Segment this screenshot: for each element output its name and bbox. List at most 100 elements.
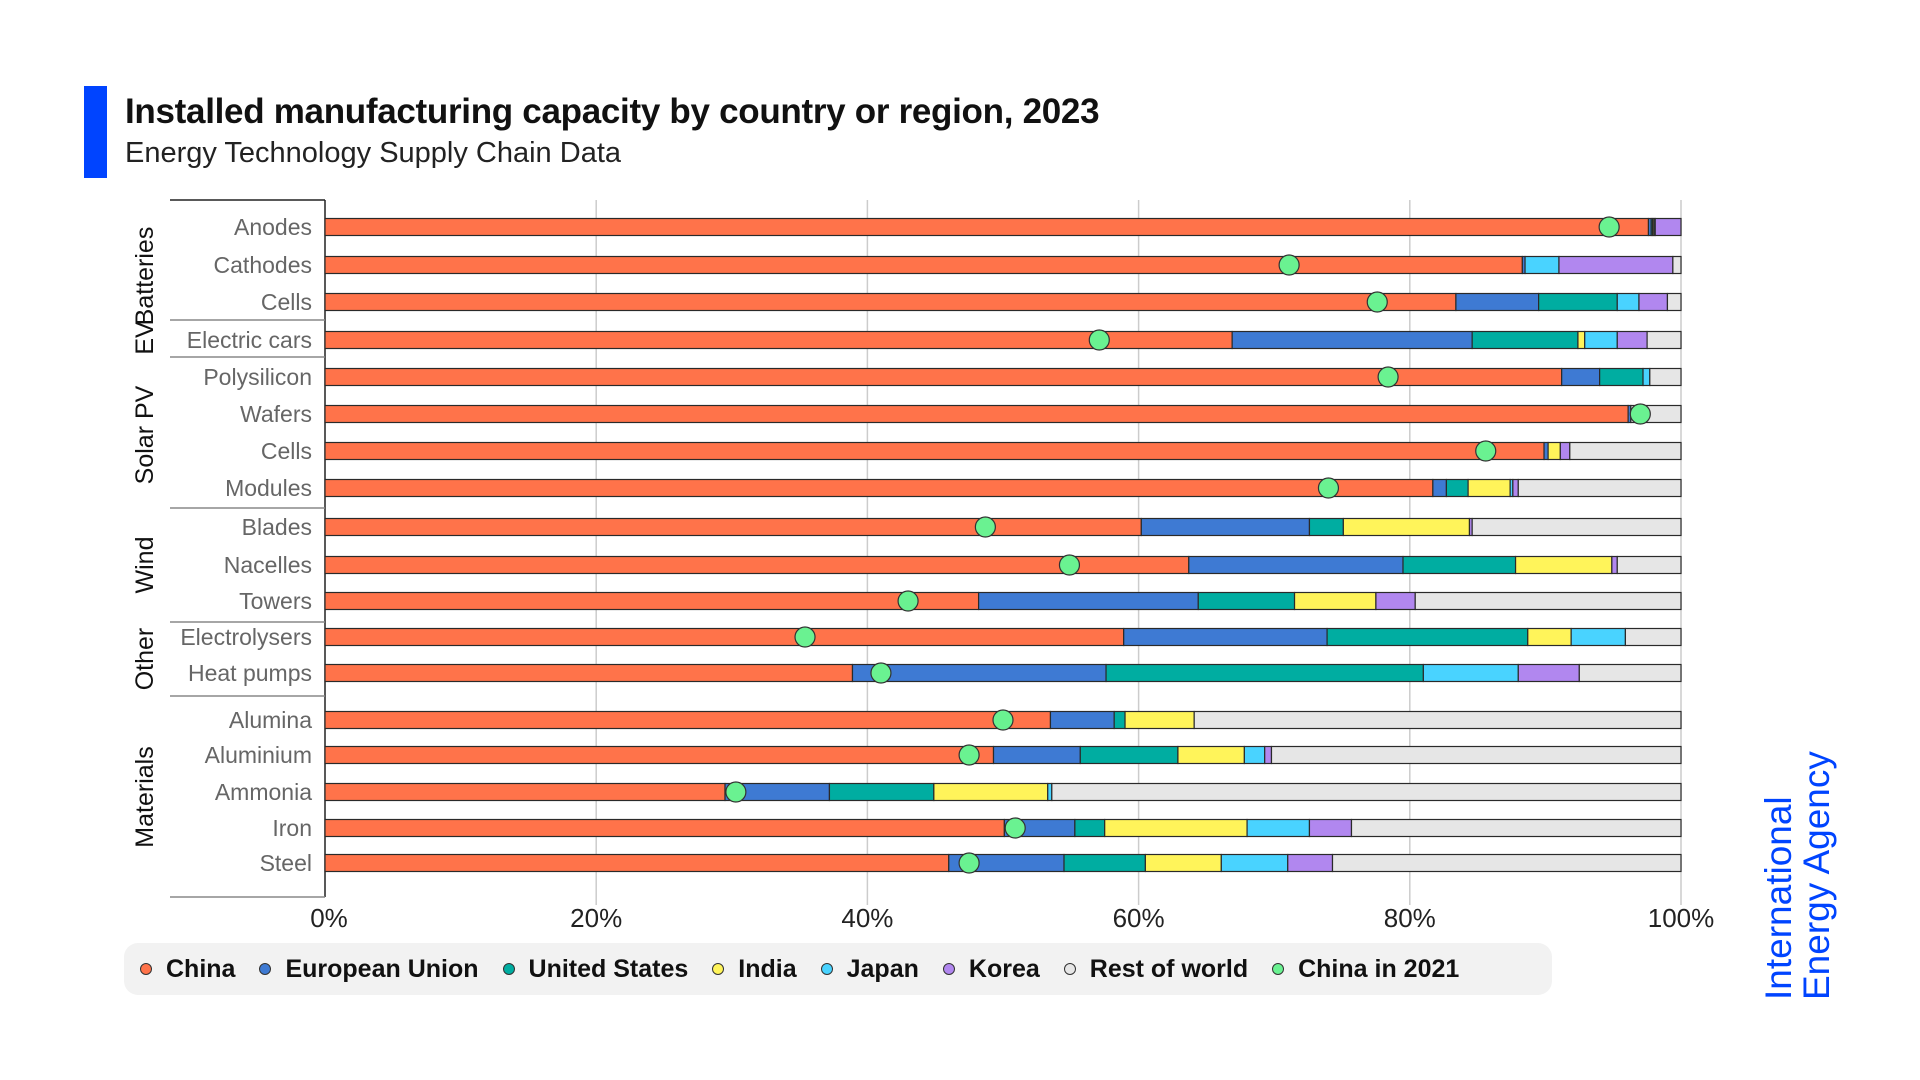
bar-segment-china — [324, 441, 1545, 461]
x-tick-label: 80% — [1384, 903, 1436, 933]
bar-segment-china — [324, 367, 1563, 387]
category-label: Ammonia — [215, 779, 312, 805]
bar-row — [324, 330, 1682, 350]
bar-segment-rest-of-world — [1616, 555, 1682, 575]
bar-row — [324, 255, 1682, 275]
bar-row — [324, 292, 1682, 312]
bar-segment-rest-of-world — [1649, 367, 1682, 387]
bar-segment-rest-of-world — [1270, 745, 1682, 765]
x-tick-label: 0% — [310, 903, 348, 933]
bar-segment-india — [1577, 330, 1586, 350]
bar-segment-european-union — [1049, 710, 1115, 730]
bar-segment-european-union — [1188, 555, 1404, 575]
china-2021-marker — [1598, 216, 1620, 238]
group-label: Solar PV — [131, 385, 159, 484]
bar-row — [324, 663, 1682, 683]
china-2021-marker — [1377, 366, 1399, 388]
logo-line-2: Energy Agency — [1796, 751, 1837, 1000]
bar-segment-korea — [1654, 217, 1682, 237]
group-label: Other — [131, 628, 159, 691]
bar-row — [324, 441, 1682, 461]
bar-segment-european-union — [1140, 517, 1311, 537]
bar-segment-rest-of-world — [1051, 782, 1682, 802]
legend-label: China — [166, 954, 236, 983]
bar-segment-china — [324, 663, 854, 683]
legend-label: India — [738, 954, 797, 983]
category-label: Polysilicon — [203, 364, 312, 390]
legend-label: European Union — [285, 954, 479, 983]
bar-row — [324, 853, 1682, 873]
bar-segment-japan — [1220, 853, 1289, 873]
bar-segment-united-states — [1079, 745, 1179, 765]
legend-swatch-icon — [140, 963, 152, 975]
bar-segment-united-states — [1538, 292, 1618, 312]
bar-segment-india — [1514, 555, 1613, 575]
legend-label: Japan — [846, 954, 919, 983]
bar-segment-japan — [1243, 745, 1266, 765]
bar-segment-india — [1467, 478, 1511, 498]
china-2021-marker — [1088, 329, 1110, 351]
bar-segment-india — [1177, 745, 1245, 765]
group-label: Batteries — [131, 227, 159, 326]
bar-segment-india — [1547, 441, 1561, 461]
legend-swatch-icon — [942, 963, 955, 975]
category-label: Cells — [261, 438, 312, 464]
bar-row — [324, 710, 1682, 730]
bar-segment-japan — [1616, 292, 1640, 312]
bar-segment-korea — [1512, 478, 1519, 498]
bar-segment-rest-of-world — [1193, 710, 1682, 730]
legend-label: China in 2021 — [1298, 954, 1460, 983]
category-label: Blades — [242, 514, 312, 540]
china-2021-marker — [1366, 291, 1388, 313]
bar-segment-rest-of-world — [1569, 441, 1682, 461]
china-2021-marker — [992, 709, 1014, 731]
category-label: Aluminium — [205, 742, 312, 768]
bar-segment-india — [1144, 853, 1222, 873]
legend-label: Rest of world — [1089, 954, 1249, 983]
legend-item: Korea — [942, 955, 1040, 984]
legend-item: European Union — [259, 954, 479, 984]
bar-segment-rest-of-world — [1646, 330, 1682, 350]
bar-segment-china — [324, 292, 1457, 312]
bar-segment-china — [324, 517, 1142, 537]
legend-label: United States — [528, 954, 689, 983]
bar-segment-china — [324, 404, 1629, 424]
bar-segment-european-union — [1543, 441, 1549, 461]
bar-segment-european-union — [1561, 367, 1601, 387]
bar-segment-united-states — [1326, 627, 1529, 647]
bar-segment-china — [324, 255, 1523, 275]
bar-segment-china — [324, 591, 980, 611]
bar-segment-japan — [1642, 367, 1651, 387]
legend-item: United States — [502, 954, 689, 984]
bar-segment-rest-of-world — [1624, 627, 1682, 647]
china-2021-marker — [974, 516, 996, 538]
china-2021-markers — [725, 216, 1651, 874]
china-2021-marker — [958, 744, 980, 766]
legend-item: China in 2021 — [1272, 955, 1459, 984]
bar-segment-japan — [1524, 255, 1560, 275]
bar-segment-japan — [1047, 782, 1053, 802]
china-2021-marker — [958, 852, 980, 874]
bar-segment-korea — [1558, 255, 1674, 275]
category-label: Wafers — [240, 401, 312, 427]
legend-swatch-icon — [712, 963, 725, 975]
china-2021-marker — [1317, 477, 1340, 499]
bar-row — [324, 627, 1682, 647]
bar-segment-korea — [1375, 591, 1416, 611]
category-label: Heat pumps — [188, 660, 312, 686]
bar-segment-rest-of-world — [1471, 517, 1682, 537]
bar-row — [324, 404, 1682, 424]
category-label: Iron — [272, 815, 312, 841]
iea-logo: International Energy Agency — [1758, 751, 1837, 1000]
category-label: Modules — [225, 475, 312, 501]
bar-segment-korea — [1638, 292, 1669, 312]
bar-segment-china — [324, 782, 726, 802]
bar-segment-european-union — [1455, 292, 1540, 312]
bar-segment-india — [1342, 517, 1471, 537]
china-2021-marker — [870, 662, 892, 684]
legend-swatch-icon — [259, 963, 272, 975]
bar-segment-japan — [1584, 330, 1618, 350]
bar-segment-india — [1124, 710, 1195, 730]
bar-segment-china — [324, 478, 1434, 498]
